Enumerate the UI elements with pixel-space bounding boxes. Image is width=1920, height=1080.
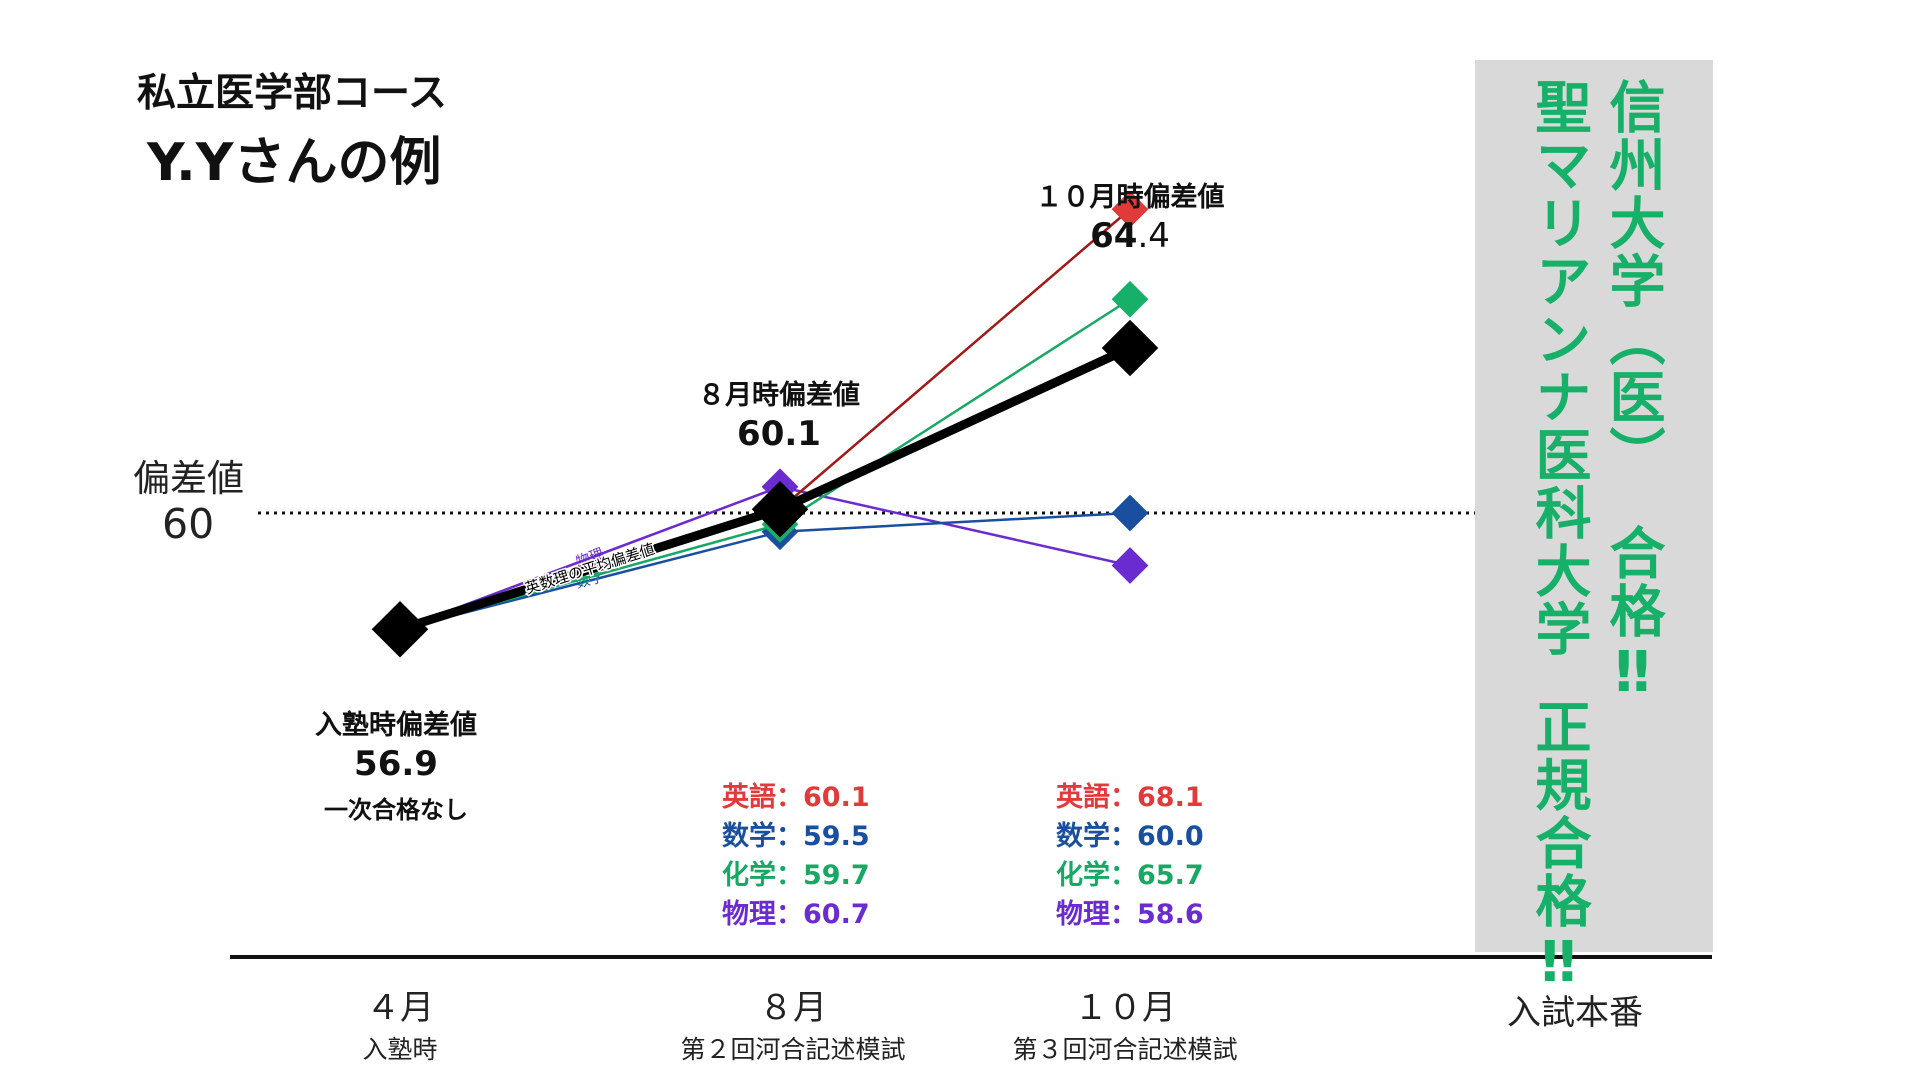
series-marker-4-0 — [371, 600, 429, 658]
result-panel: 信州大学（医） 合格‼ 聖マリアンナ医科大学正規合格‼ — [1475, 60, 1713, 997]
subject-score-3: 物理：58.6 — [1056, 899, 1204, 930]
october-value-main: 64 — [1090, 216, 1138, 256]
subject-score-2: 化学：59.7 — [722, 860, 870, 891]
y-reference-label: 偏差値 — [133, 457, 244, 500]
series-marker-3-2 — [1111, 547, 1149, 584]
x-tick-sublabel-1: 第２回河合記述模試 — [680, 1035, 906, 1064]
result-line1-tail: 合格‼ — [1600, 524, 1665, 707]
result-line1: 信州大学（医） — [1600, 78, 1665, 484]
x-tick-label-0: ４月 — [366, 988, 434, 1028]
october-caption: １０月時偏差値 — [1035, 182, 1225, 213]
x-tick-label-1: ８月 — [759, 988, 827, 1028]
subject-score-0: 英語：60.1 — [722, 782, 870, 813]
result-line2: 聖マリアンナ医科大学 — [1526, 78, 1591, 658]
series-marker-1-2 — [1111, 494, 1149, 532]
result-line2-tail: 正規合格‼ — [1526, 698, 1591, 997]
august-subject-scores: 英語：60.1 数学：59.5 化学：59.7 物理：60.7 — [722, 778, 870, 934]
series-line-2 — [399, 298, 1131, 631]
subject-score-1: 数学：60.0 — [1056, 821, 1204, 852]
result-line-shinshu: 信州大学（医） 合格‼ — [1600, 78, 1665, 707]
october-value-decimal: .4 — [1137, 216, 1170, 256]
y-reference-value: 60 — [162, 500, 215, 548]
x-tick-sublabel-2: 第３回河合記述模試 — [1012, 1035, 1238, 1064]
x-tick-label-3: 入試本番 — [1507, 993, 1643, 1033]
course-title: 私立医学部コース — [137, 71, 448, 116]
series-marker-0-2 — [1111, 190, 1149, 228]
subject-score-1: 数学：59.5 — [722, 821, 870, 852]
x-tick-sublabel-0: 入塾時 — [362, 1035, 438, 1064]
series-marker-4-2 — [1101, 319, 1159, 377]
result-line-st-marianna: 聖マリアンナ医科大学正規合格‼ — [1526, 78, 1591, 997]
x-tick-label-2: １０月 — [1074, 988, 1176, 1028]
april-note: 一次合格なし — [324, 796, 468, 824]
april-caption: 入塾時偏差値 — [315, 710, 477, 741]
april-value: 56.9 — [354, 744, 438, 784]
october-value: 64.4 — [1090, 216, 1170, 256]
august-caption: ８月時偏差値 — [698, 380, 860, 411]
subject-score-3: 物理：60.7 — [722, 899, 870, 930]
student-title: Y.Yさんの例 — [147, 133, 442, 193]
august-value: 60.1 — [737, 414, 821, 454]
subject-score-0: 英語：68.1 — [1056, 782, 1204, 813]
series-marker-2-2 — [1111, 280, 1149, 318]
october-subject-scores: 英語：68.1 数学：60.0 化学：65.7 物理：58.6 — [1056, 778, 1204, 934]
subject-score-2: 化学：65.7 — [1056, 860, 1204, 891]
